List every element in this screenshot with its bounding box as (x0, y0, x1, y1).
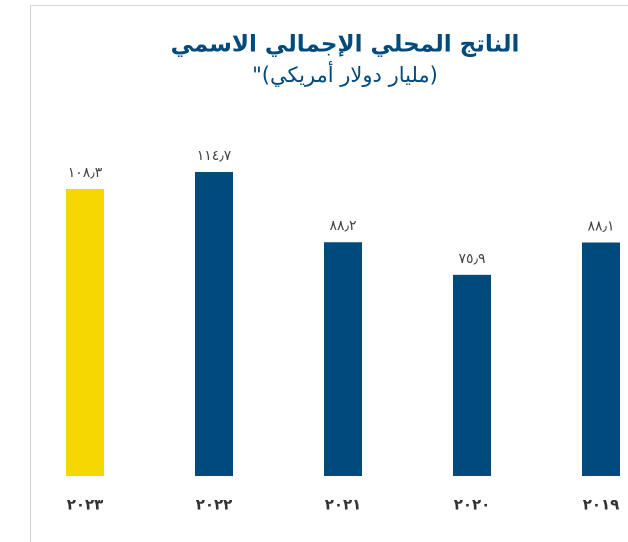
x-tick-label: ٢٠٢٣ (67, 496, 104, 514)
bar (66, 188, 104, 476)
x-tick-label: ٢٠١٩ (583, 496, 620, 514)
chart-subtitle: (مليار دولار أمريكي)" (252, 61, 438, 87)
value-label: ١٠٨٫٣ (68, 165, 103, 181)
x-tick-label: ٢٠٢٠ (454, 496, 491, 514)
bar (195, 172, 233, 476)
value-label: ٨٨٫١ (587, 219, 614, 235)
x-tick-label: ٢٠٢٢ (196, 496, 233, 514)
bar (453, 274, 491, 476)
bar (324, 242, 362, 476)
bar (582, 242, 620, 476)
value-label: ٧٥٫٩ (458, 251, 485, 267)
value-label: ٨٨٫٢ (329, 218, 356, 234)
value-label: ١١٤٫٧ (197, 148, 232, 164)
x-tick-label: ٢٠٢١ (325, 496, 362, 514)
chart-title: الناتج المحلي الإجمالي الاسمي (171, 32, 520, 58)
